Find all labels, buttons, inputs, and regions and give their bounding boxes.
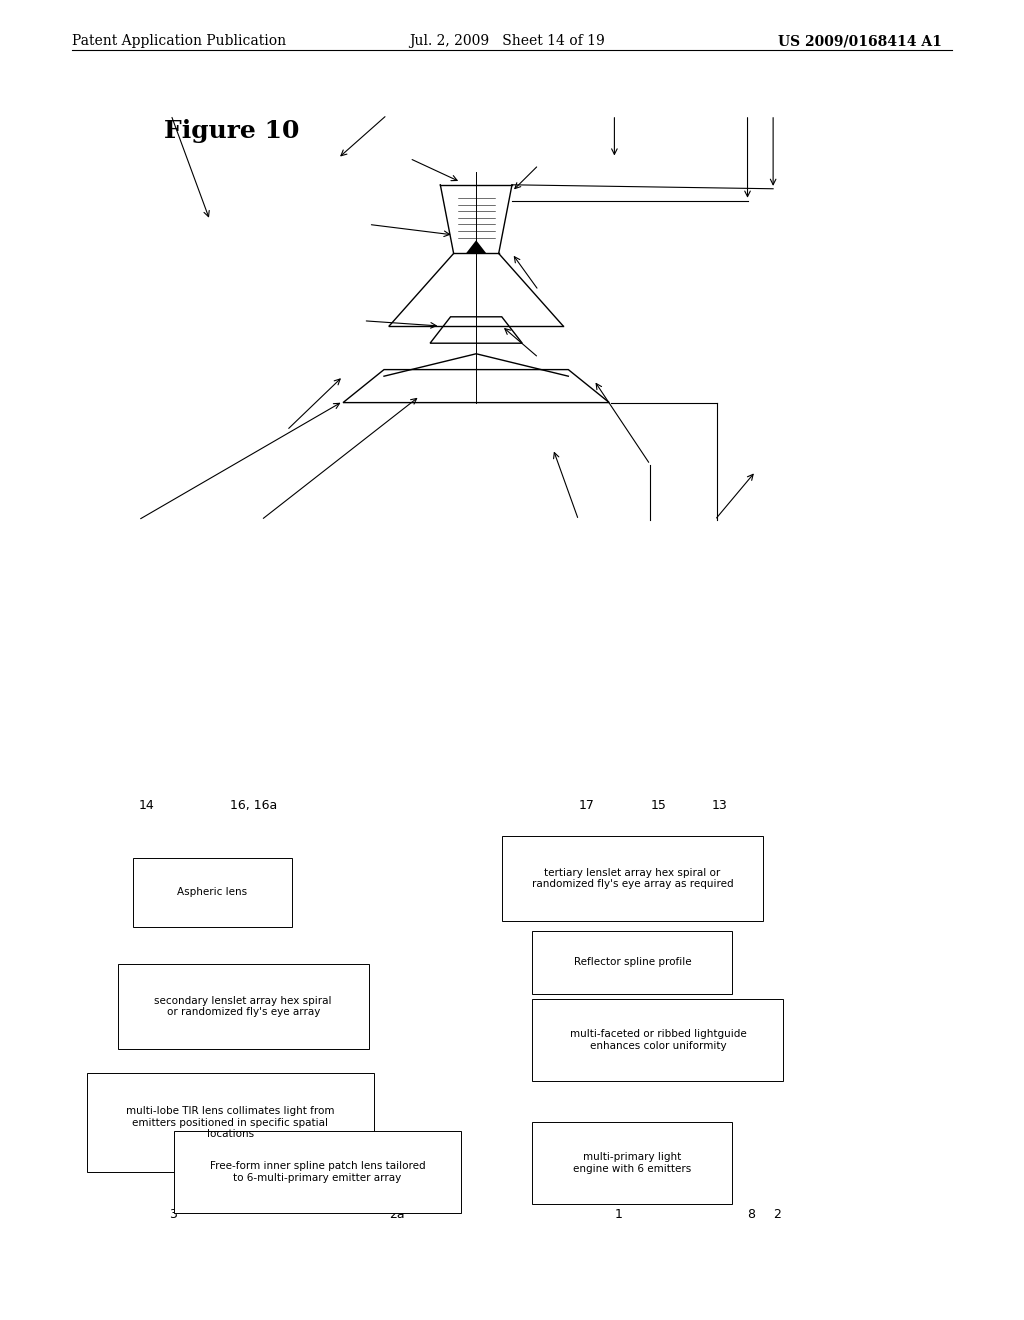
- Polygon shape: [466, 240, 486, 253]
- FancyBboxPatch shape: [87, 1073, 374, 1172]
- FancyBboxPatch shape: [174, 1131, 461, 1213]
- FancyBboxPatch shape: [532, 1122, 732, 1204]
- FancyBboxPatch shape: [532, 931, 732, 994]
- Text: Patent Application Publication: Patent Application Publication: [72, 34, 286, 49]
- Text: 17: 17: [579, 799, 595, 812]
- Text: Reflector spline profile: Reflector spline profile: [573, 957, 691, 968]
- FancyBboxPatch shape: [502, 836, 763, 921]
- Text: 13: 13: [712, 799, 727, 812]
- Text: multi-lobe TIR lens collimates light from
emitters positioned in specific spatia: multi-lobe TIR lens collimates light fro…: [126, 1106, 335, 1139]
- Text: 14: 14: [138, 799, 154, 812]
- FancyBboxPatch shape: [133, 858, 292, 927]
- Text: Free-form inner spline patch lens tailored
to 6-multi-primary emitter array: Free-form inner spline patch lens tailor…: [210, 1162, 425, 1183]
- Text: multi-primary light
engine with 6 emitters: multi-primary light engine with 6 emitte…: [573, 1152, 691, 1173]
- Text: Figure 10: Figure 10: [164, 119, 299, 143]
- FancyBboxPatch shape: [118, 964, 369, 1049]
- Text: 1: 1: [614, 1208, 623, 1221]
- Text: 2: 2: [773, 1208, 781, 1221]
- Text: 16, 16a: 16, 16a: [230, 799, 278, 812]
- Text: US 2009/0168414 A1: US 2009/0168414 A1: [778, 34, 942, 49]
- Text: Jul. 2, 2009   Sheet 14 of 19: Jul. 2, 2009 Sheet 14 of 19: [410, 34, 605, 49]
- Text: Aspheric lens: Aspheric lens: [177, 887, 248, 898]
- Text: tertiary lenslet array hex spiral or
randomized fly's eye array as required: tertiary lenslet array hex spiral or ran…: [531, 867, 733, 890]
- Text: 8: 8: [748, 1208, 756, 1221]
- Text: secondary lenslet array hex spiral
or randomized fly's eye array: secondary lenslet array hex spiral or ra…: [155, 995, 332, 1018]
- Text: 2a: 2a: [389, 1208, 404, 1221]
- Text: multi-faceted or ribbed lightguide
enhances color uniformity: multi-faceted or ribbed lightguide enhan…: [569, 1030, 746, 1051]
- Text: 3: 3: [169, 1208, 177, 1221]
- FancyBboxPatch shape: [532, 999, 783, 1081]
- Text: 15: 15: [650, 799, 667, 812]
